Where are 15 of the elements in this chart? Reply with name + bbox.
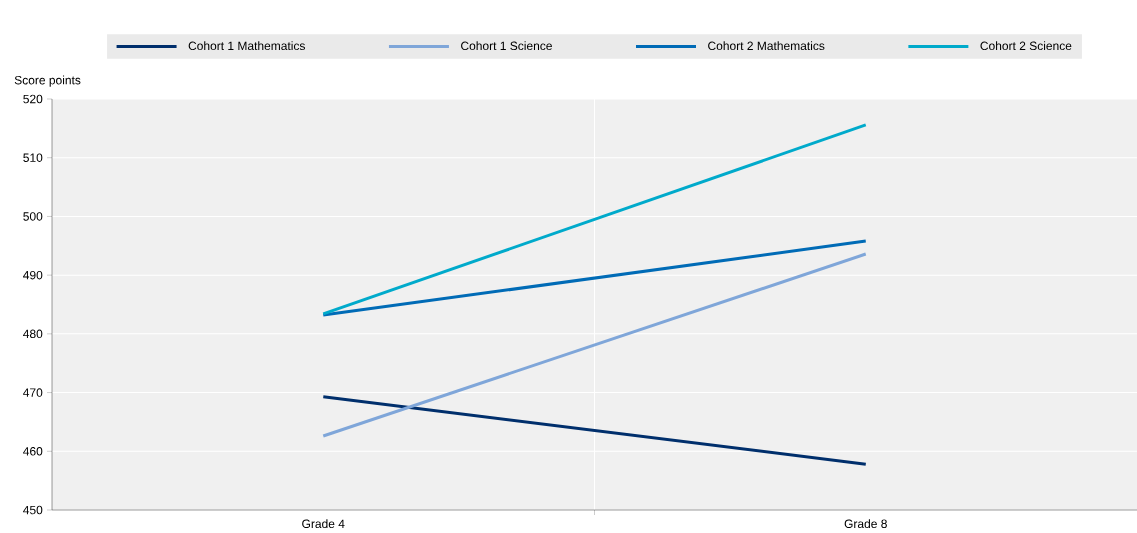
y-tick-label: 510 (23, 153, 43, 162)
legend-label: Cohort 1 Mathematics (188, 41, 305, 51)
y-axis-title: Score points (14, 75, 81, 87)
legend-label: Cohort 2 Science (980, 41, 1072, 51)
y-tick-label: 470 (23, 388, 43, 397)
legend-label: Cohort 1 Science (461, 41, 552, 51)
y-tick-label: 490 (23, 270, 43, 280)
y-tick-label: 480 (23, 329, 43, 339)
legend-label: Cohort 2 Mathematics (708, 41, 825, 51)
x-tick-label: Grade 4 (302, 519, 345, 529)
y-tick-label: 520 (23, 94, 43, 104)
y-tick-label: 450 (23, 505, 43, 515)
y-tick-label: 460 (23, 447, 43, 456)
x-tick-label: Grade 8 (844, 519, 887, 529)
y-tick-label: 500 (23, 212, 43, 221)
